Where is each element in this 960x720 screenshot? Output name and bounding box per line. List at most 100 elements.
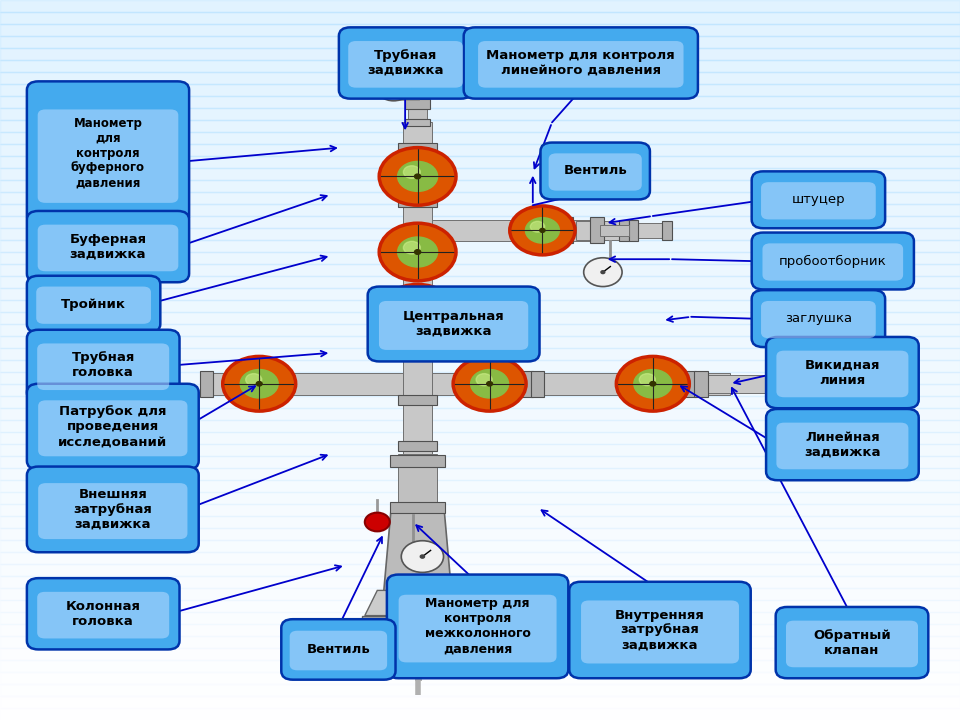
- Circle shape: [415, 311, 420, 315]
- Bar: [0, 360, 960, 372]
- Bar: [0, 264, 960, 276]
- Bar: [0, 408, 960, 420]
- Circle shape: [540, 228, 545, 233]
- Bar: [0, 120, 960, 132]
- Bar: [0, 504, 960, 516]
- FancyBboxPatch shape: [27, 81, 189, 225]
- Bar: [0, 312, 960, 324]
- FancyBboxPatch shape: [38, 483, 187, 539]
- Circle shape: [397, 237, 438, 267]
- Text: Манометр
для
контроля
буферного
давления: Манометр для контроля буферного давления: [71, 117, 145, 189]
- Bar: [0, 36, 960, 48]
- Bar: [0, 420, 960, 432]
- Text: Тройник: Тройник: [61, 297, 126, 311]
- FancyBboxPatch shape: [36, 287, 151, 324]
- Bar: [576, 221, 634, 240]
- Bar: [0, 300, 960, 312]
- Circle shape: [601, 271, 605, 274]
- Text: Буферная
задвижка: Буферная задвижка: [69, 233, 147, 261]
- Bar: [0, 612, 960, 624]
- Bar: [0, 528, 960, 540]
- Bar: [0, 180, 960, 192]
- Circle shape: [510, 206, 575, 255]
- Bar: [206, 373, 403, 395]
- Circle shape: [397, 161, 438, 192]
- Bar: [233, 371, 247, 397]
- FancyBboxPatch shape: [37, 109, 179, 203]
- Bar: [0, 708, 960, 720]
- Bar: [0, 516, 960, 528]
- Bar: [701, 374, 835, 393]
- Bar: [0, 480, 960, 492]
- Circle shape: [525, 217, 560, 243]
- Circle shape: [403, 166, 420, 179]
- Circle shape: [397, 298, 438, 328]
- Bar: [408, 104, 427, 122]
- Bar: [0, 672, 960, 684]
- Bar: [0, 384, 960, 396]
- Bar: [0, 552, 960, 564]
- FancyBboxPatch shape: [339, 27, 472, 99]
- Bar: [0, 456, 960, 468]
- Text: Обратный
клапан: Обратный клапан: [813, 629, 891, 657]
- Circle shape: [415, 174, 420, 179]
- FancyBboxPatch shape: [776, 607, 928, 678]
- Bar: [0, 624, 960, 636]
- Bar: [0, 204, 960, 216]
- Bar: [519, 371, 533, 397]
- FancyBboxPatch shape: [398, 595, 557, 662]
- Bar: [0, 696, 960, 708]
- Circle shape: [240, 369, 278, 398]
- FancyBboxPatch shape: [37, 343, 169, 390]
- Bar: [531, 371, 544, 397]
- Bar: [390, 455, 445, 467]
- FancyBboxPatch shape: [752, 233, 914, 289]
- Bar: [0, 444, 960, 456]
- Bar: [0, 240, 960, 252]
- Bar: [0, 336, 960, 348]
- Text: Колонная
головка: Колонная головка: [65, 600, 141, 628]
- Bar: [600, 225, 629, 235]
- Bar: [0, 72, 960, 84]
- Bar: [0, 684, 960, 696]
- FancyBboxPatch shape: [786, 621, 918, 667]
- Bar: [0, 432, 960, 444]
- FancyBboxPatch shape: [766, 409, 919, 480]
- Circle shape: [530, 221, 544, 232]
- Circle shape: [634, 369, 672, 398]
- Bar: [432, 220, 595, 241]
- FancyBboxPatch shape: [777, 351, 908, 397]
- Circle shape: [376, 75, 411, 101]
- Circle shape: [403, 241, 420, 254]
- Circle shape: [392, 86, 396, 89]
- Bar: [398, 247, 437, 257]
- Bar: [405, 99, 430, 109]
- Bar: [0, 144, 960, 156]
- Text: Манометр для
контроля
межколонного
давления: Манометр для контроля межколонного давле…: [424, 598, 531, 655]
- Circle shape: [616, 356, 689, 411]
- Text: Центральная
задвижка: Центральная задвижка: [403, 310, 504, 338]
- Polygon shape: [365, 590, 470, 616]
- Bar: [0, 156, 960, 168]
- Circle shape: [584, 258, 622, 287]
- Text: Трубная
головка: Трубная головка: [71, 351, 135, 379]
- Bar: [0, 576, 960, 588]
- Bar: [629, 220, 638, 241]
- Bar: [390, 502, 445, 513]
- Bar: [0, 0, 960, 12]
- FancyBboxPatch shape: [478, 41, 684, 88]
- Bar: [0, 48, 960, 60]
- Bar: [432, 373, 730, 395]
- Bar: [0, 564, 960, 576]
- Bar: [0, 348, 960, 360]
- FancyBboxPatch shape: [761, 182, 876, 220]
- Bar: [0, 60, 960, 72]
- FancyBboxPatch shape: [37, 225, 179, 271]
- FancyBboxPatch shape: [27, 384, 199, 469]
- Text: Патрубок для
проведения
исследований: Патрубок для проведения исследований: [59, 405, 167, 448]
- Bar: [619, 220, 629, 241]
- Text: Манометр для контроля
линейного давления: Манометр для контроля линейного давления: [487, 49, 675, 77]
- Circle shape: [365, 513, 390, 531]
- Bar: [398, 197, 437, 207]
- FancyBboxPatch shape: [27, 467, 199, 552]
